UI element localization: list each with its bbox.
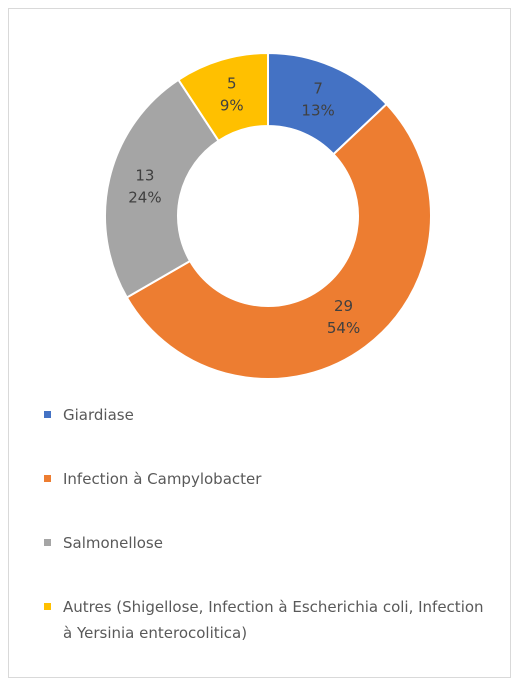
data-label: 9% — [220, 96, 244, 114]
chart: 7 13% 29 54% 13 24% 5 9% — [104, 51, 432, 380]
donut-slice — [177, 51, 269, 143]
legend-label: Autres (Shigellose, Infection à Escheric… — [63, 598, 484, 642]
data-label: 13% — [301, 101, 334, 119]
chart-frame — [8, 8, 511, 678]
donut-slice — [125, 102, 432, 380]
legend-item: Giardiase — [44, 402, 484, 428]
legend-swatch — [44, 603, 51, 610]
legend-swatch — [44, 539, 51, 546]
legend-item: Infection à Campylobacter — [44, 466, 484, 492]
legend-label: Giardiase — [63, 406, 134, 424]
legend-label: Infection à Campylobacter — [63, 470, 262, 488]
data-label: 7 — [313, 79, 323, 97]
legend-swatch — [44, 475, 51, 482]
legend-item: Salmonellose — [44, 530, 484, 556]
data-label: 24% — [128, 188, 161, 206]
data-label: 29 — [334, 297, 353, 315]
data-label: 54% — [327, 319, 360, 337]
data-label: 13 — [135, 166, 154, 184]
legend-item: Autres (Shigellose, Infection à Escheric… — [44, 594, 484, 646]
donut-slice — [104, 78, 220, 299]
data-label: 5 — [227, 74, 237, 92]
legend: Giardiase Infection à Campylobacter Salmon… — [44, 402, 484, 684]
legend-label: Salmonellose — [63, 534, 163, 552]
legend-swatch — [44, 411, 51, 418]
